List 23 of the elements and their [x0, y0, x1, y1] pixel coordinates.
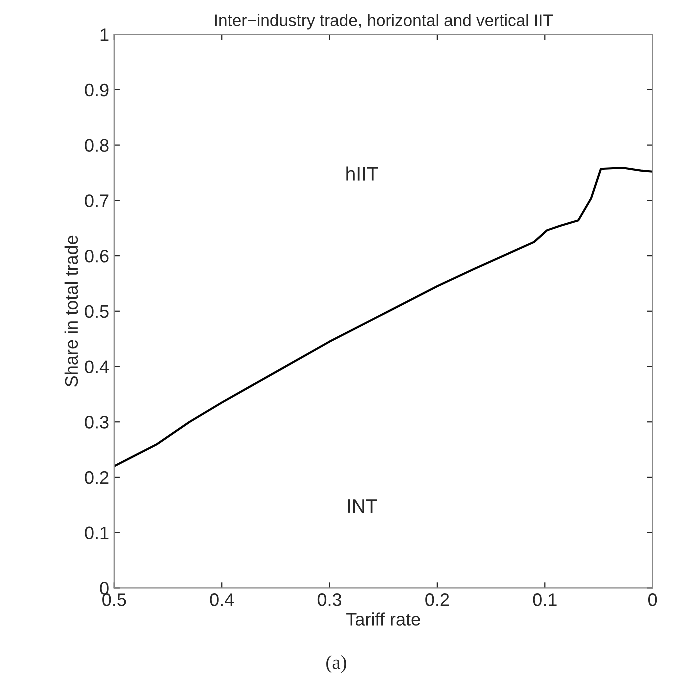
x-tick-label: 0.1: [533, 594, 557, 606]
text: (a): [326, 656, 346, 674]
y-tick-label: 0.1: [85, 526, 109, 540]
y-tick-label: 0.8: [85, 139, 109, 152]
x-tick-label: 0.3: [318, 594, 342, 606]
line-series: [114, 166, 653, 468]
annotation: INT: [348, 500, 378, 513]
y-axis-title: Share in total trade: [64, 236, 78, 387]
y-tick-label: 0.4: [85, 360, 110, 374]
y-tick-label: 0.2: [85, 471, 109, 484]
y-tick-label: 0.6: [85, 250, 109, 263]
y-tick-label: 0.3: [85, 416, 109, 429]
x-tick-label: 0: [648, 594, 658, 606]
y-tick-label: 0.7: [85, 194, 109, 208]
x-tick-label: 0.4: [210, 594, 234, 606]
x-tick-label: 0.2: [426, 594, 450, 606]
y-tick-label: 0.9: [85, 84, 109, 97]
x-axis-title: Tariff rate: [346, 612, 420, 626]
y-tick-label: 0.5: [85, 305, 109, 318]
annotation: hIIT: [346, 166, 378, 181]
chart-title: Inter−industry trade, horizontal and vertical IIT: [215, 14, 553, 30]
y-tick-label: 0: [100, 582, 109, 595]
y-tick-label: 1: [100, 28, 109, 42]
